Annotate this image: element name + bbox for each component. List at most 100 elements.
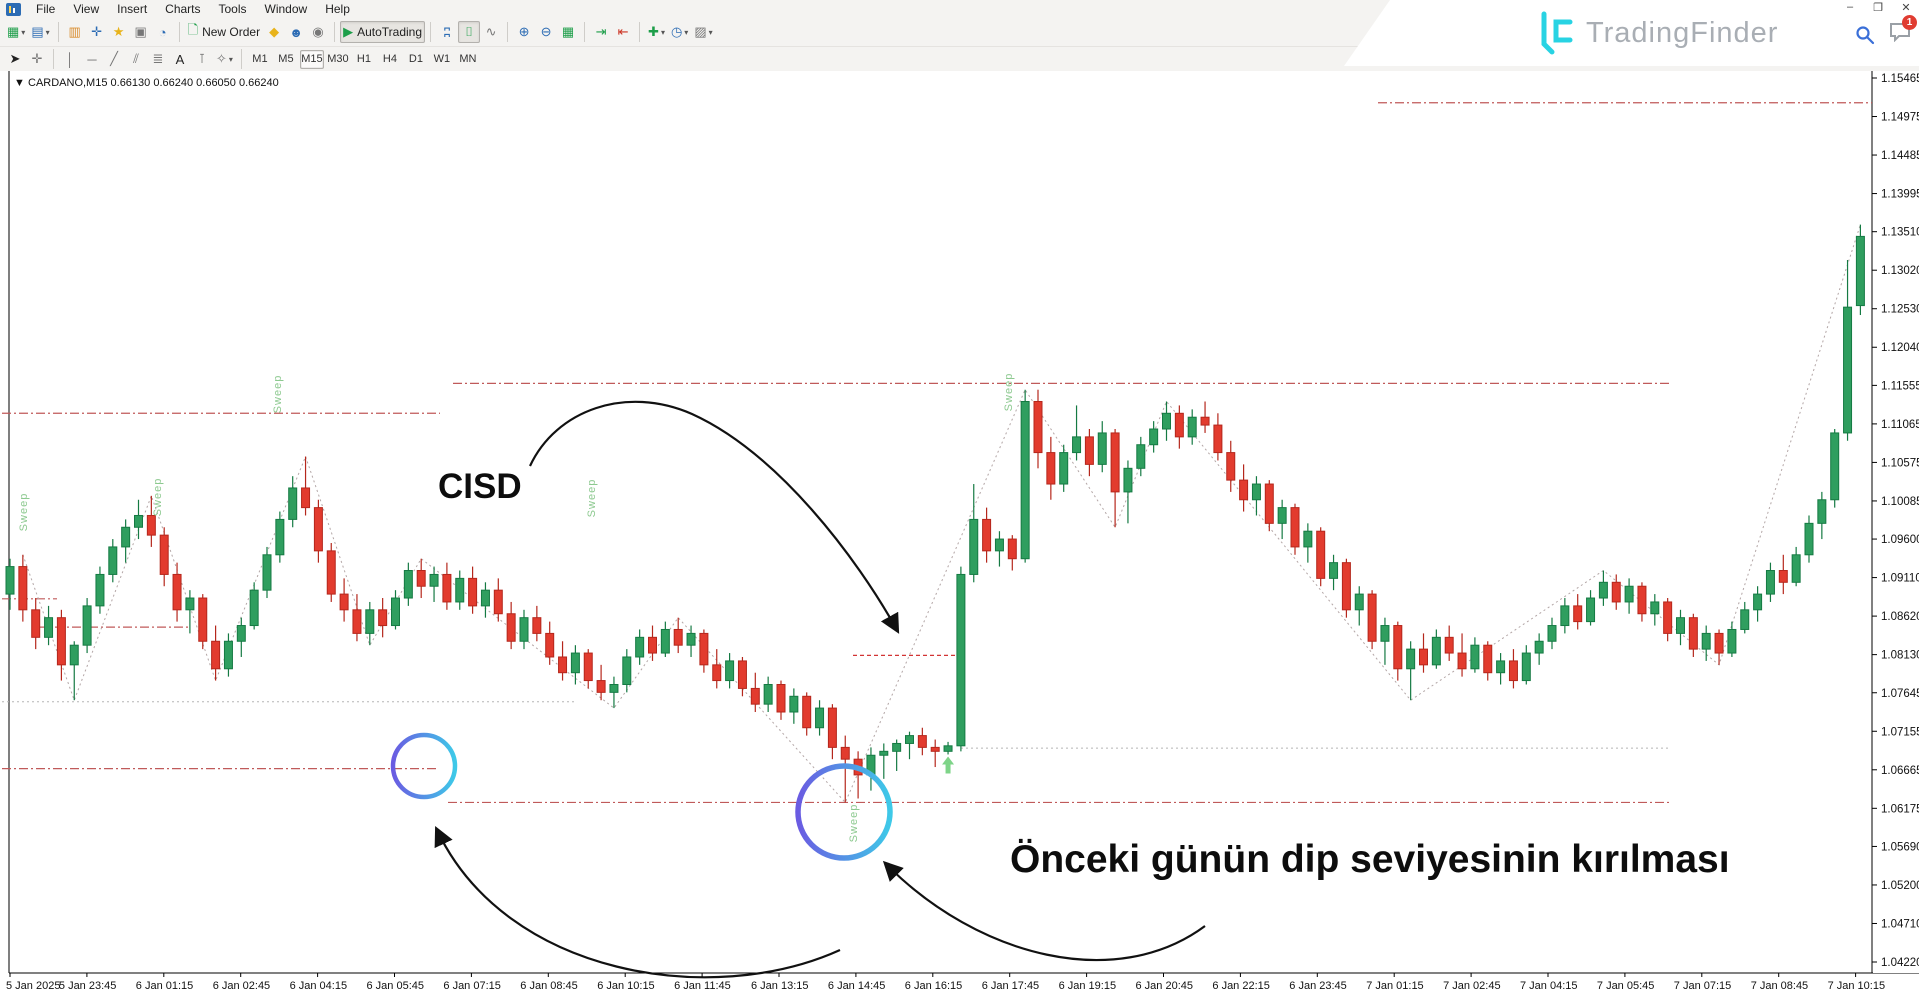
candle-body (1843, 306, 1853, 434)
candle-body (1534, 640, 1544, 654)
price-tick-label: 1.12530 (1881, 304, 1919, 316)
price-tick-label: 1.12040 (1881, 342, 1919, 354)
menu-file[interactable]: File (36, 2, 56, 16)
candle-body (326, 550, 336, 595)
candle-body (1264, 483, 1274, 524)
tf-m5[interactable]: M5 (278, 53, 294, 65)
price-tick-label: 1.05200 (1881, 880, 1919, 892)
text-tool[interactable]: A (175, 51, 185, 67)
new-chart-button[interactable]: ▦ ▾ (7, 24, 26, 39)
candle-body (776, 683, 786, 713)
tf-m1[interactable]: M1 (252, 53, 268, 65)
arrows-tool[interactable]: ✧ ▾ (216, 51, 233, 66)
menu-tools[interactable]: Tools (218, 2, 247, 16)
tf-w1[interactable]: W1 (433, 53, 451, 65)
zoom-in-icon[interactable]: ⊕ (518, 24, 530, 39)
periods-button[interactable]: ◷ ▾ (670, 24, 689, 39)
time-tick-label: 6 Jan 10:15 (597, 980, 655, 992)
candle-body (1753, 593, 1763, 611)
price-tick-label: 1.14975 (1881, 112, 1919, 124)
tf-h4[interactable]: H4 (382, 53, 397, 65)
search-icon[interactable] (1855, 25, 1875, 45)
trendline-tool[interactable]: ╱ (110, 51, 118, 66)
candle-body (313, 507, 323, 552)
candle-body (1560, 605, 1570, 627)
tradingfinder-logo: TradingFinder (1532, 10, 1778, 56)
candle-body (905, 735, 914, 744)
cursor-tool[interactable]: ➤ (9, 51, 21, 66)
menu-view[interactable]: View (73, 2, 100, 16)
price-tick-label: 1.08130 (1881, 650, 1919, 662)
time-tick-label: 6 Jan 08:45 (520, 980, 578, 992)
close-button[interactable]: ✕ (1901, 2, 1911, 14)
price-axis[interactable] (1873, 67, 1919, 973)
candle-body (969, 518, 979, 575)
new-order-button[interactable]: 🗋 New Order (187, 22, 261, 39)
experts-icon[interactable]: ☻ (289, 24, 303, 40)
candle-body (82, 605, 92, 646)
terminal-icon[interactable]: ▣ (134, 24, 147, 39)
zoom-out-icon[interactable]: ⊖ (540, 24, 552, 39)
news-icon[interactable]: ◉ (312, 24, 324, 39)
chat-icon[interactable]: 1 (1889, 15, 1917, 47)
candle-body (879, 750, 889, 756)
tf-d1[interactable]: D1 (408, 53, 423, 65)
navigator-icon[interactable]: ★ (112, 24, 125, 39)
symbol-dropdown-icon[interactable]: ▼ (14, 77, 25, 89)
candle-body (1059, 452, 1069, 485)
horizontal-line-tool[interactable]: ─ (87, 51, 97, 67)
price-tick-label: 1.04710 (1881, 918, 1919, 930)
candle-body (1123, 467, 1133, 493)
candle-body (1020, 400, 1030, 560)
channel-tool[interactable]: ⫽ (133, 51, 139, 66)
candle-body (1727, 628, 1737, 654)
candle-body (69, 644, 79, 666)
candle-body (789, 695, 799, 713)
autotrading-button[interactable]: ▶ AutoTrading (340, 21, 426, 43)
vertical-line-tool[interactable]: │ (65, 51, 75, 67)
menu-window[interactable]: Window (264, 2, 308, 16)
metaeditor-icon[interactable]: ◆ (269, 24, 280, 39)
data-window-icon[interactable]: ✛ (91, 24, 103, 39)
bar-chart-icon[interactable]: ʭ (443, 24, 451, 40)
candle-body (1187, 416, 1197, 438)
text-label-tool[interactable]: ⊺ (198, 51, 206, 66)
minimize-button[interactable]: – (1846, 1, 1854, 13)
restore-button[interactable]: ❐ (1873, 2, 1883, 14)
price-tick-label: 1.06665 (1881, 765, 1919, 777)
tf-m30[interactable]: M30 (327, 53, 349, 65)
candle-body (455, 577, 465, 603)
chart-shift-icon[interactable]: ⇤ (617, 24, 629, 39)
menu-insert[interactable]: Insert (117, 2, 148, 16)
strategy-tester-icon[interactable]: ◔ (158, 24, 167, 40)
candle-body (146, 514, 156, 536)
tf-mn[interactable]: MN (459, 53, 477, 65)
time-tick-label: 6 Jan 11:45 (674, 980, 731, 992)
auto-scroll-icon[interactable]: ⇥ (595, 24, 607, 39)
tf-m15[interactable]: M15 (299, 49, 324, 69)
time-axis[interactable] (9, 974, 1919, 996)
candle-body (1084, 436, 1094, 465)
time-tick-label: 6 Jan 14:45 (828, 980, 886, 992)
menu-help[interactable]: Help (325, 2, 350, 16)
candle-body (159, 534, 169, 575)
crosshair-tool[interactable]: ✛ (31, 51, 43, 66)
candle-body (1830, 432, 1840, 501)
market-watch-icon[interactable]: ▥ (68, 24, 81, 39)
tile-windows-icon[interactable]: ▦ (561, 24, 575, 39)
time-tick-label: 7 Jan 01:15 (1366, 980, 1424, 992)
candlestick-chart-icon[interactable]: ⌷ (458, 21, 481, 43)
candle-body (1174, 412, 1184, 438)
fibonacci-tool[interactable]: ≣ (152, 51, 164, 66)
line-chart-icon[interactable]: ∿ (485, 24, 497, 39)
candle-body (994, 538, 1004, 552)
menu-charts[interactable]: Charts (165, 2, 201, 16)
indicators-button[interactable]: ✚ ▾ (648, 24, 665, 39)
tf-h1[interactable]: H1 (356, 53, 371, 65)
profiles-button[interactable]: ▤ ▾ (31, 24, 50, 39)
templates-button[interactable]: ▨ ▾ (694, 24, 713, 39)
candle-body (1804, 522, 1814, 556)
price-tick-label: 1.07645 (1881, 688, 1919, 700)
